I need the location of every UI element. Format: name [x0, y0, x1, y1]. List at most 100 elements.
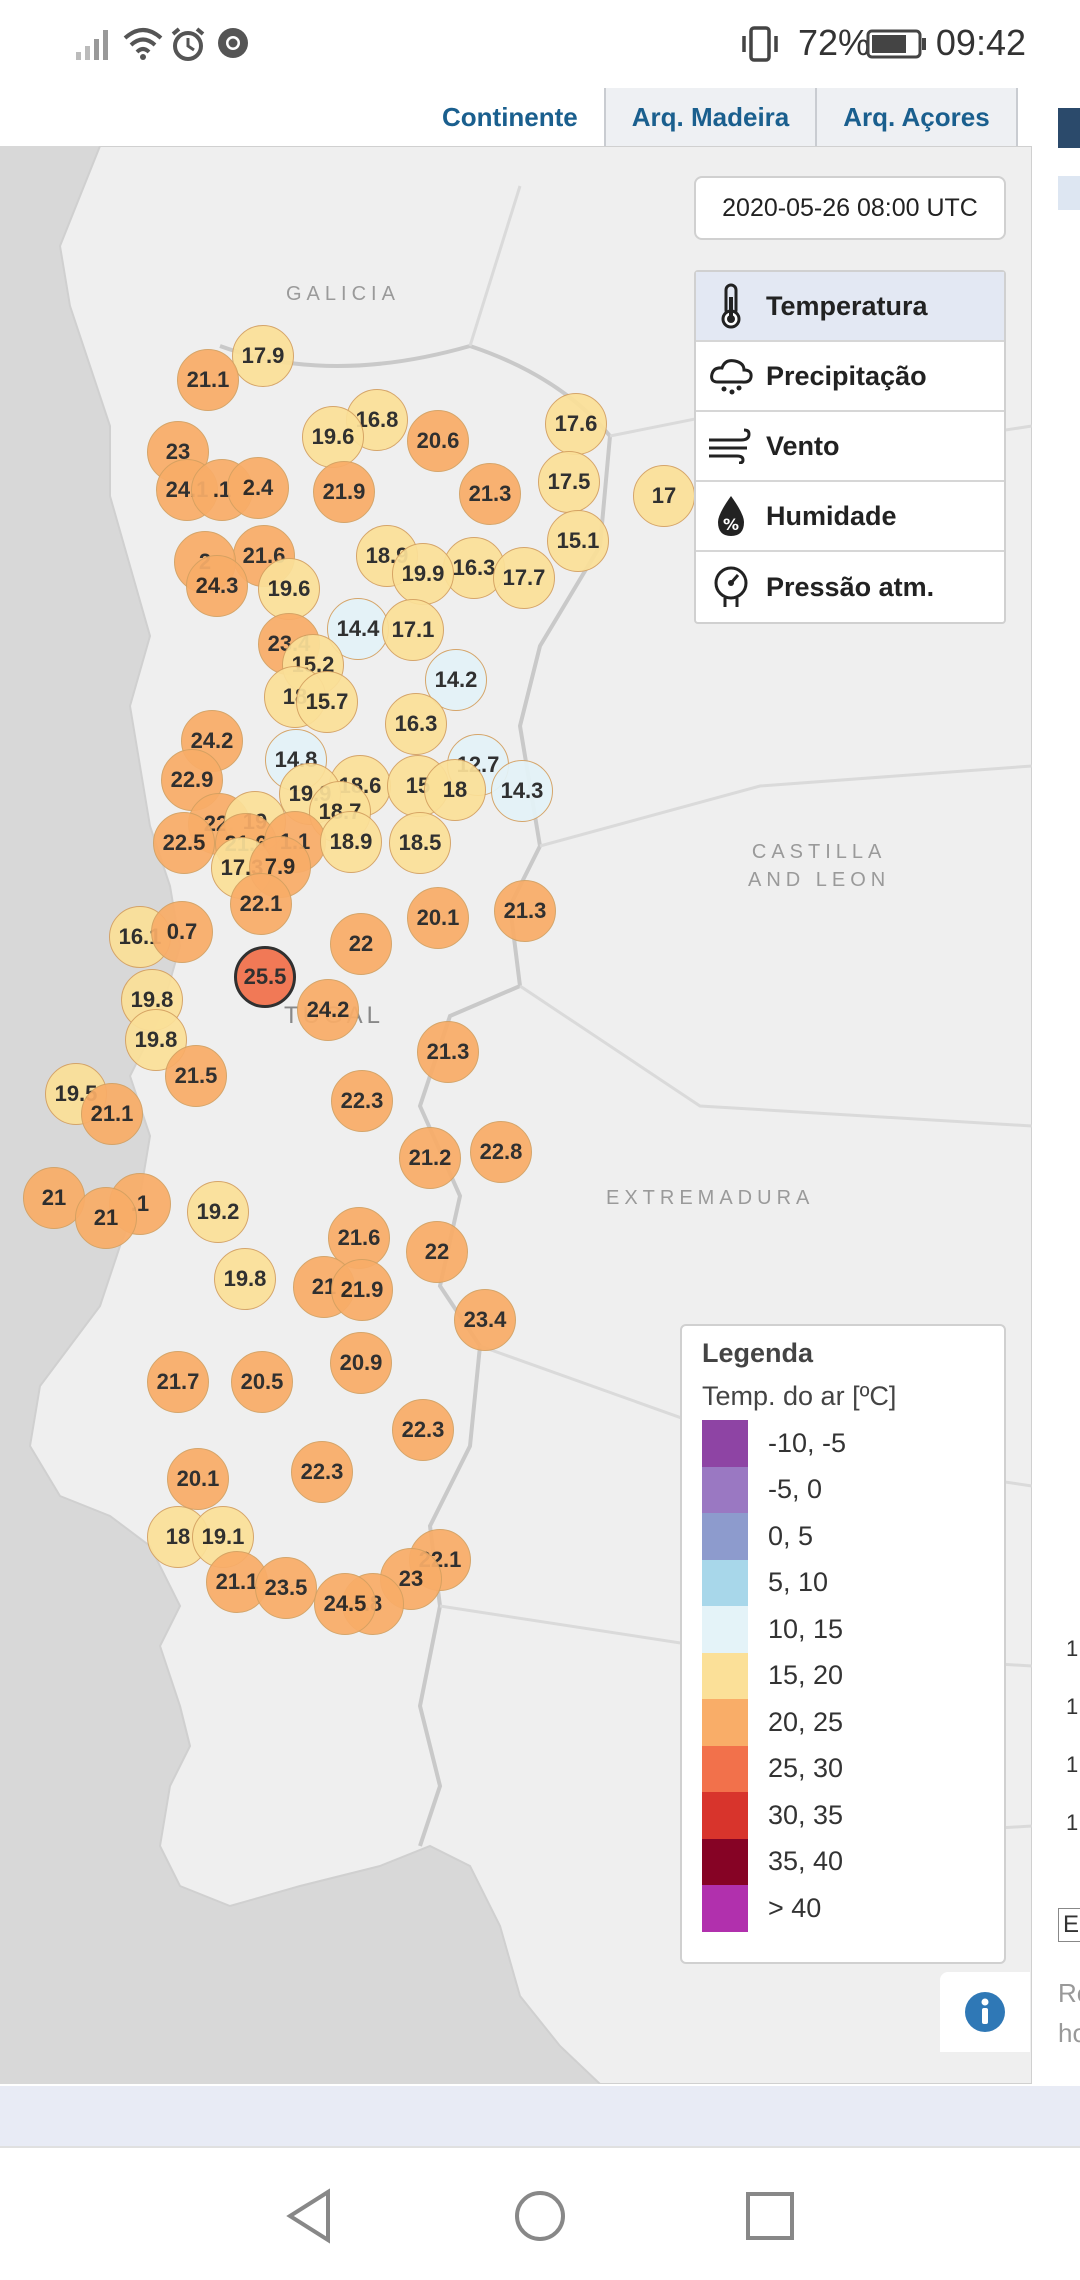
station-marker[interactable]: 17.5: [538, 451, 600, 513]
tab-arq-acores[interactable]: Arq. Açores: [817, 88, 1018, 146]
station-marker[interactable]: 23.4: [454, 1289, 516, 1351]
station-marker[interactable]: 21.1: [177, 349, 239, 411]
tab-continente[interactable]: Continente: [416, 88, 606, 146]
station-markers-layer: 17.9 21.1 16.8 19.6 20.6 17.6 23 24.1.1 2.4 21.9 2…: [0, 146, 1032, 2084]
station-marker[interactable]: 17: [633, 465, 695, 527]
legend-swatch: [702, 1420, 748, 1467]
station-marker[interactable]: 21: [23, 1167, 85, 1229]
edge-fragment: 1: [1066, 1694, 1079, 1719]
station-marker[interactable]: 21.5: [165, 1045, 227, 1107]
station-marker[interactable]: 20.1: [407, 887, 469, 949]
station-marker[interactable]: 20.5: [231, 1351, 293, 1413]
back-icon[interactable]: [284, 2188, 334, 2244]
legend-swatch: [702, 1513, 748, 1560]
station-marker[interactable]: 17.1: [382, 599, 444, 661]
station-marker[interactable]: 17.6: [545, 393, 607, 455]
station-marker[interactable]: 21.6: [328, 1207, 390, 1269]
layer-precipitacao[interactable]: Precipitação: [696, 342, 1004, 412]
station-marker[interactable]: 18.5: [389, 812, 451, 874]
layer-label: Temperatura: [766, 290, 928, 321]
station-marker[interactable]: 21: [75, 1187, 137, 1249]
edge-fragment: 1: [1066, 1636, 1079, 1661]
station-marker[interactable]: 20.1: [167, 1448, 229, 1510]
edge-fragment: ho: [1058, 2018, 1080, 2048]
legend-swatch: [702, 1885, 748, 1932]
legend-row: 35, 40: [702, 1838, 984, 1885]
legend-label: 30, 35: [768, 1799, 844, 1830]
region-tabs: Continente Arq. Madeira Arq. Açores: [416, 88, 1018, 146]
map-canvas[interactable]: GALICIA CASTILLA AND LEON EXTREMADURA TU…: [0, 146, 1032, 2084]
info-button[interactable]: [940, 1972, 1030, 2052]
station-marker[interactable]: 22.3: [392, 1399, 454, 1461]
station-marker[interactable]: 18: [424, 759, 486, 821]
battery-percent: 72%: [797, 22, 870, 63]
station-marker[interactable]: 22.1: [230, 873, 292, 935]
edge-fragment: Re: [1058, 1978, 1080, 2008]
station-marker[interactable]: 15.1: [547, 510, 609, 572]
station-marker[interactable]: 21.9: [331, 1259, 393, 1321]
station-marker[interactable]: 15.7: [296, 671, 358, 733]
station-marker[interactable]: 2.4: [227, 457, 289, 519]
signal-icon: [76, 30, 108, 60]
svg-text:%: %: [723, 515, 739, 534]
station-marker[interactable]: 24.5: [314, 1573, 376, 1635]
station-marker[interactable]: 21.3: [459, 463, 521, 525]
home-icon[interactable]: [512, 2188, 568, 2244]
layer-label: Pressão atm.: [766, 571, 935, 602]
legend-label: 25, 30: [768, 1753, 844, 1784]
station-marker[interactable]: 21.1: [206, 1551, 268, 1613]
station-marker[interactable]: 22: [406, 1221, 468, 1283]
station-marker[interactable]: 24.2: [297, 979, 359, 1041]
station-marker[interactable]: 18.9: [320, 811, 382, 873]
layer-selector: Temperatura Precipitação Vento % Humidad…: [694, 270, 1006, 624]
legend-swatch: [702, 1792, 748, 1839]
station-marker[interactable]: 22.3: [291, 1441, 353, 1503]
station-marker[interactable]: 22: [330, 913, 392, 975]
station-marker[interactable]: 14.4: [327, 598, 389, 660]
legend-label: -10, -5: [768, 1427, 847, 1458]
layer-vento[interactable]: Vento: [696, 412, 1004, 482]
system-nav-bar: [0, 2146, 1080, 2280]
tab-arq-madeira[interactable]: Arq. Madeira: [605, 88, 818, 146]
station-marker[interactable]: 20.9: [330, 1332, 392, 1394]
station-marker[interactable]: 21.9: [313, 461, 375, 523]
thermometer-icon: [696, 283, 766, 329]
legend-row: 20, 25: [702, 1699, 984, 1746]
station-marker[interactable]: 16.3: [385, 693, 447, 755]
station-marker[interactable]: 0.7: [151, 901, 213, 963]
station-marker[interactable]: 19.9: [392, 543, 454, 605]
legend-row: 0, 5: [702, 1513, 984, 1560]
station-marker[interactable]: 23.5: [255, 1557, 317, 1619]
station-marker[interactable]: 17.7: [493, 547, 555, 609]
layer-temperatura[interactable]: Temperatura: [696, 272, 1004, 342]
edge-fragment: 1: [1066, 1810, 1079, 1835]
battery-icon: [866, 29, 926, 59]
station-marker[interactable]: 22.8: [470, 1121, 532, 1183]
station-marker[interactable]: 19.6: [302, 406, 364, 468]
station-marker[interactable]: 21.1: [81, 1083, 143, 1145]
station-marker[interactable]: 14.3: [491, 760, 553, 822]
station-marker[interactable]: 21.3: [494, 880, 556, 942]
wind-icon: [696, 428, 766, 464]
station-marker[interactable]: 19.2: [187, 1181, 249, 1243]
recents-icon[interactable]: [744, 2190, 796, 2242]
station-marker[interactable]: 21.2: [399, 1127, 461, 1189]
station-marker[interactable]: 22.5: [153, 812, 215, 874]
legend-label: 10, 15: [768, 1613, 844, 1644]
station-marker[interactable]: 25.5: [234, 946, 296, 1008]
station-marker[interactable]: 22.3: [331, 1070, 393, 1132]
station-marker[interactable]: 24.3: [186, 555, 248, 617]
edge-fragment[interactable]: E: [1058, 1908, 1080, 1942]
right-panel-edge: 1 1 1 1 E Re ho: [1032, 88, 1080, 2088]
legend-title: Legenda: [702, 1338, 814, 1368]
station-marker[interactable]: 17.9: [232, 325, 294, 387]
legend-row: 5, 10: [702, 1559, 984, 1606]
station-marker[interactable]: 19.6: [258, 558, 320, 620]
station-marker[interactable]: 21.7: [147, 1351, 209, 1413]
station-marker[interactable]: 19.8: [214, 1248, 276, 1310]
layer-humidade[interactable]: % Humidade: [696, 482, 1004, 552]
station-marker[interactable]: 20.6: [407, 410, 469, 472]
layer-pressao[interactable]: Pressão atm.: [696, 552, 1004, 622]
station-marker[interactable]: 21.3: [417, 1021, 479, 1083]
